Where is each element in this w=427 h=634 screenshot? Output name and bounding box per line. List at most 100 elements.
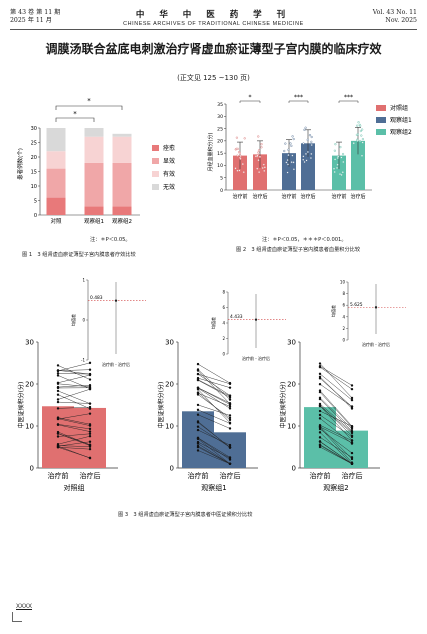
fig3-pair-line [319,427,353,463]
fig3-pair-line [319,418,353,444]
fig3-pair-line [57,445,91,447]
fig3-data-point [56,444,60,447]
fig1-xtick-label: 观察组1 [84,217,104,225]
fig3-ylabel: 中医证候积分(分) [17,382,25,429]
fig2-data-point [359,129,362,133]
fig3-data-point [196,445,200,449]
fig3-pair-line [57,424,91,432]
fig3-pair-line [319,366,353,390]
fig3-inset-ytick-label: 4 [342,314,345,319]
fig2-data-point [310,152,313,156]
fig3-inset-ytick-label: 2 [342,326,345,331]
fig3-pair-line [319,403,353,433]
fig3-inset-ylabel: 均值差 [210,317,216,329]
fig2-data-point [304,126,307,129]
fig3-pair-line [57,394,91,409]
fig2-data-point [304,152,308,156]
fig2-data-point [338,172,342,176]
fig3-inset-ylabel: 均值差 [70,314,76,326]
fig2-data-point [284,142,287,145]
fig3-pair-line [57,383,91,388]
fig3-data-point [228,427,232,430]
fig2-xtick-label: 治疗后 [300,193,315,200]
fig3-pair-line [57,445,91,459]
fig2-data-point [291,154,294,157]
fig3-data-point [318,425,322,429]
fig2-data-point [360,154,364,157]
fig3-data-point [318,377,322,380]
fig3-data-point [56,382,60,385]
fig2-data-point [287,153,290,157]
fig3-ytick-label: 30 [25,339,34,347]
fig2-data-point [243,137,246,140]
fig3-ylabel: 中医证候积分(分) [279,382,287,429]
fig3-data-point [196,393,200,396]
fig1-xtick-label: 对照 [50,217,62,225]
fig3-pair-line [57,374,91,383]
fig2-data-point [333,170,336,174]
fig3-pair-line [57,388,91,400]
fig2-legend-swatch [376,117,386,123]
fig3-data-point [88,427,92,431]
fig3-pair-line [197,404,231,416]
fig3-pair-line [57,362,91,372]
fig2-data-point [258,155,262,158]
fig3-pair-line [197,409,231,424]
issue-date-en: Nov. 2025 [385,17,417,24]
fig2-data-point [341,171,344,174]
fig3-pair-line [197,438,231,464]
fig3-inset-ytick-label: -1 [81,358,85,363]
fig3-inset-ytick-label: 6 [342,303,345,308]
fig2-sig-bracket [338,100,359,103]
fig3-pair-line [57,446,91,450]
fig3-pair-line [57,369,91,371]
fig3-pair-line [319,410,353,427]
fig3-pair-line [57,406,91,409]
fig2-data-point [290,144,293,147]
fig3-pair-line [197,426,231,448]
fig3-data-point [88,412,92,415]
fig2-data-point [287,148,290,151]
fig3-data-point [196,369,200,372]
fig3-data-point [318,365,322,369]
fig2-data-point [333,158,337,161]
fig3-data-point [318,431,322,434]
fig3-inset-ytick-label: 2 [222,336,225,341]
fig2-data-point [302,158,305,161]
fig3-pair-line [197,387,231,404]
header-left: 第 43 卷 第 11 期 2025 年 11 月 [10,9,60,25]
fig3-pair-line [319,406,353,434]
fig2-data-point [291,135,294,138]
fig2-data-point [292,161,295,164]
fig3-data-point [350,439,354,442]
fig3-data-point [350,451,354,455]
fig3-data-point [56,374,60,377]
fig3-data-point [56,398,60,401]
fig2-data-point [302,142,305,145]
fig1-ytick-label: 20 [31,155,37,161]
fig2-data-point [341,152,345,156]
fig2-sig-bracket [239,100,261,103]
fig3-pair-line [57,433,91,445]
fig3-ytick-label: 10 [287,423,296,431]
fig3-data-point [88,387,92,390]
fig3-pair-line [319,391,353,428]
fig3-group-label: 观察组1 [201,483,226,492]
fig3-inset-ytick-label: 0 [222,352,225,357]
page-corner-mark [12,612,22,622]
fig3-ytick-label: 10 [25,423,34,431]
fig1-bar-segment [46,168,66,198]
fig3-data-point [88,430,92,433]
fig3-data-point [228,407,232,410]
fig3-pair-line [319,441,353,464]
fig2-data-point [308,134,312,137]
fig3-pair-line [319,437,353,458]
fig3-data-point [350,396,354,400]
fig2-ytick-label: 0 [220,188,223,194]
fig3-data-point [56,407,60,410]
fig3-pair-line [197,429,231,446]
fig2-xtick-label: 治疗后 [252,193,267,200]
fig3-data-point [56,385,60,389]
